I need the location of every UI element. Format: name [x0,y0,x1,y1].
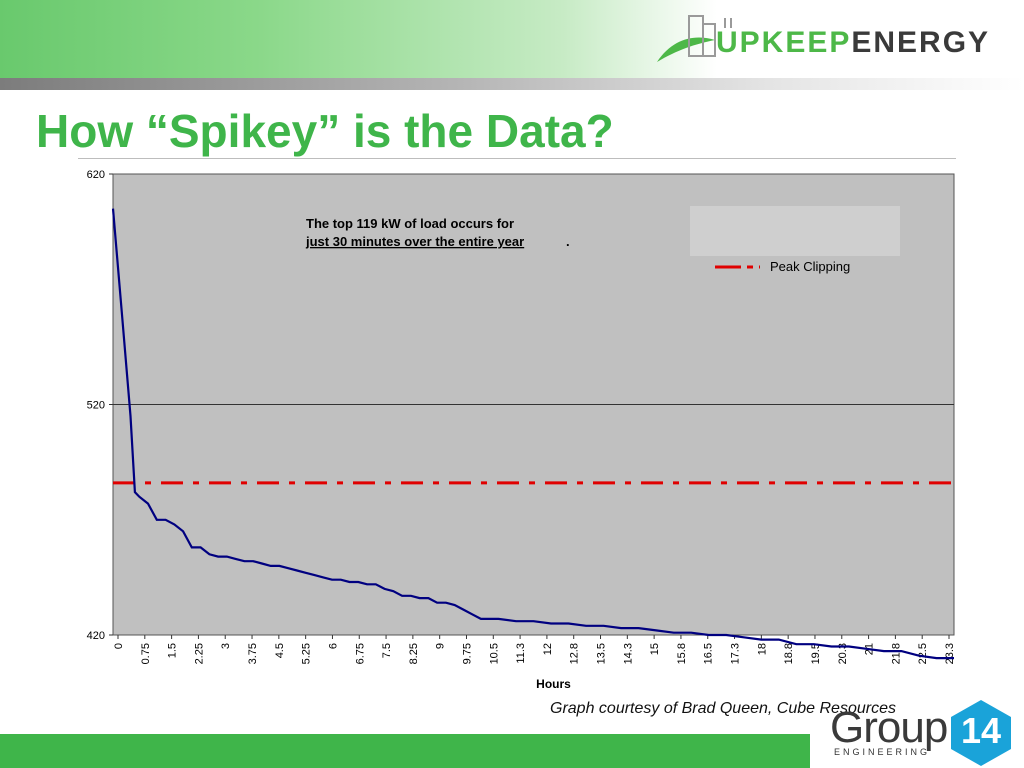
building-icon [688,15,704,57]
x-tick-label: 3.75 [247,643,259,664]
x-tick-label: 16.5 [703,643,715,664]
x-tick-label: 3 [220,643,232,649]
x-tick-label: 4.5 [274,643,286,658]
x-axis-label: Hours [536,677,571,691]
x-tick-label: 23.3 [944,643,956,664]
x-tick-label: 15 [649,643,661,655]
x-tick-label: 15.8 [676,643,688,664]
annotation-line-1: The top 119 kW of load occurs for [306,216,514,231]
x-tick-label: 11.3 [515,643,527,664]
group-logo-sub: ENGINEERING [834,747,931,757]
group-logo-number: 14 [960,710,1002,751]
x-tick-label: 18.8 [783,643,795,664]
x-tick-label: 0.75 [140,643,152,664]
x-tick-label: 9 [435,643,447,649]
logo-energy: ENERGY [851,26,991,59]
x-tick-label: 6.75 [354,643,366,664]
hexagon-badge-icon [951,700,1011,766]
logo-wordmark: UPKEEPENERGY [716,26,990,60]
title-divider [78,158,956,159]
x-tick-label: 20.3 [837,643,849,664]
x-tick-label: 10.5 [488,643,500,664]
slide-title: How “Spikey” is the Data? [36,105,614,157]
y-tick-label: 420 [87,630,105,642]
x-tick-label: 12.8 [569,643,581,664]
footer-bar [0,734,810,768]
annotation-period: . [566,234,570,249]
x-tick-label: 5.25 [301,643,313,664]
x-tick-label: 14.3 [622,643,634,664]
upkeep-energy-logo [657,15,732,62]
x-tick-label: 1.5 [167,643,179,658]
x-tick-label: 21.8 [890,643,902,664]
header-band [0,0,1024,78]
header-rule [0,78,1024,90]
y-tick-label: 520 [87,400,105,412]
logo-upkeep: UPKEEP [716,26,852,59]
x-tick-label: 22.5 [917,643,929,664]
x-tick-label: 12 [542,643,554,655]
load-series-line [111,208,954,660]
x-tick-label: 2.25 [193,643,205,664]
x-tick-label: 6 [327,643,339,649]
x-tick-label: 9.75 [461,643,473,664]
annotation-line-2: just 30 minutes over the entire year [305,234,524,249]
group-logo-word: Group [830,703,948,752]
legend-box [690,206,900,256]
x-tick-label: 19.5 [810,643,822,664]
x-tick-label: 0 [113,643,125,649]
graph-credit: Graph courtesy of Brad Queen, Cube Resou… [550,700,896,717]
legend-label: Peak Clipping [770,259,850,274]
leaf-icon [657,37,715,62]
x-tick-label: 18 [756,643,768,655]
y-tick-label: 620 [87,169,105,181]
x-tick-label: 17.3 [730,643,742,664]
x-tick-label: 7.5 [381,643,393,658]
x-tick-label: 8.25 [408,643,420,664]
load-duration-chart: 420 520 620 0 0.75 1.5 2.25 3 3.75 4.5 5.25 6 6.75 7.… [87,169,956,691]
x-tick-label: 13.5 [596,643,608,664]
